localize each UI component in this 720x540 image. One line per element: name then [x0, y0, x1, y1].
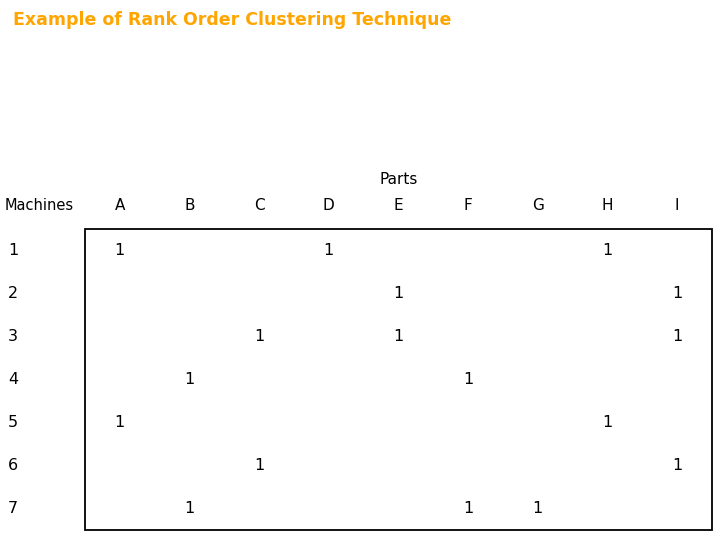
- Text: •  Apply the rank order clustering technique to the part-machine: • Apply the rank order clustering techni…: [13, 62, 571, 77]
- Text: C: C: [254, 198, 264, 213]
- Text: E: E: [394, 198, 403, 213]
- Text: Parts: Parts: [379, 172, 418, 187]
- Text: 6: 6: [8, 458, 18, 473]
- Text: H: H: [602, 198, 613, 213]
- Text: 1: 1: [393, 329, 404, 344]
- Text: 4: 4: [8, 372, 18, 387]
- Text: 1: 1: [184, 372, 194, 387]
- Text: 7: 7: [8, 501, 18, 516]
- Text: 1: 1: [672, 458, 683, 473]
- Text: 1: 1: [603, 243, 613, 258]
- Text: 1: 1: [254, 458, 264, 473]
- Text: Machines: Machines: [5, 198, 74, 213]
- Bar: [85, 229, 712, 530]
- Text: 2: 2: [8, 286, 18, 301]
- Text: 1: 1: [672, 329, 683, 344]
- Text: 1: 1: [393, 286, 404, 301]
- Text: 5: 5: [8, 415, 18, 430]
- Text: 1: 1: [8, 243, 18, 258]
- Text: 1: 1: [603, 415, 613, 430]
- Text: 1: 1: [324, 243, 334, 258]
- Text: G: G: [532, 198, 544, 213]
- Text: F: F: [464, 198, 472, 213]
- Text: A: A: [114, 198, 125, 213]
- Text: D: D: [323, 198, 335, 213]
- Text: 1: 1: [672, 286, 683, 301]
- Text: 1: 1: [463, 501, 473, 516]
- Text: incidence matrix shown below.: incidence matrix shown below.: [13, 111, 298, 126]
- Text: 1: 1: [254, 329, 264, 344]
- Text: 1: 1: [533, 501, 543, 516]
- Text: 1: 1: [114, 243, 125, 258]
- Text: I: I: [675, 198, 680, 213]
- Text: 1: 1: [114, 415, 125, 430]
- Text: Example of Rank Order Clustering Technique: Example of Rank Order Clustering Techniq…: [13, 11, 451, 29]
- Text: 1: 1: [463, 372, 473, 387]
- Text: 1: 1: [184, 501, 194, 516]
- Text: B: B: [184, 198, 194, 213]
- Text: 3: 3: [8, 329, 18, 344]
